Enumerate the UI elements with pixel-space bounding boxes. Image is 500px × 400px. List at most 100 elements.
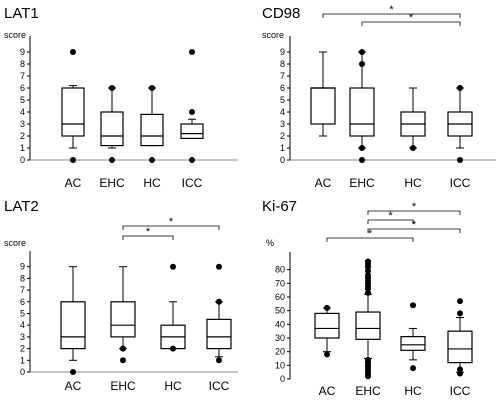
y-tick-label: 5 [280, 95, 285, 105]
y-tick-label: 2 [20, 131, 25, 141]
outlier-point [365, 272, 371, 279]
outlier-point [120, 357, 126, 364]
outlier-point [324, 351, 330, 358]
box-ehc [110, 301, 136, 338]
y-tick-label: 20 [275, 347, 285, 357]
outlier-point [216, 357, 222, 364]
significance-bracket [122, 235, 174, 240]
x-category-label: ICC [450, 384, 471, 398]
outlier-point [324, 304, 330, 311]
outlier-point [189, 157, 195, 163]
x-category-label: HC [404, 176, 422, 190]
y-axis-label: score [262, 30, 284, 40]
box-icc [447, 330, 473, 364]
y-tick-label: 0 [280, 374, 285, 384]
box-icc [180, 123, 204, 139]
y-tick-label: 9 [20, 262, 25, 272]
y-axis-label: score [4, 30, 26, 40]
box-ac [314, 312, 340, 339]
outlier-point [457, 310, 463, 317]
outlier-point [70, 369, 76, 375]
significance-bracket [361, 21, 461, 26]
outlier-point [359, 157, 365, 163]
significance-bracket [326, 237, 414, 242]
y-tick-label: 5 [20, 95, 25, 105]
significance-marker: * [389, 4, 394, 16]
outlier-point [170, 263, 176, 270]
significance-bracket [367, 210, 461, 215]
y-tick-label: 1 [20, 355, 25, 365]
y-tick-label: 50 [275, 306, 285, 316]
y-tick-label: 60 [275, 292, 285, 302]
y-tick-label: 6 [20, 83, 25, 93]
y-tick-label: 0 [280, 155, 285, 165]
outlier-point [216, 263, 222, 270]
box-ac [60, 301, 86, 350]
y-tick-label: 9 [20, 47, 25, 57]
outlier-point [70, 49, 76, 55]
x-category-label: AC [319, 384, 336, 398]
outlier-point [410, 365, 416, 372]
outlier-point [189, 109, 195, 115]
box-hc [140, 113, 164, 147]
significance-bracket [367, 219, 414, 224]
outlier-point [70, 157, 76, 163]
box-ac [61, 87, 85, 137]
y-tick-label: 7 [280, 71, 285, 81]
x-category-label: EHC [110, 379, 136, 393]
outlier-point [109, 85, 115, 91]
outlier-point [170, 345, 176, 352]
y-tick-label: 3 [280, 119, 285, 129]
y-tick-label: 6 [20, 297, 25, 307]
significance-marker: * [368, 228, 373, 240]
panel-title: Ki-67 [262, 198, 297, 215]
significance-marker: * [146, 226, 151, 238]
y-tick-label: 8 [20, 273, 25, 283]
x-category-label: HC [404, 384, 422, 398]
outlier-point [216, 298, 222, 305]
panel-ki67: Ki-67 % 0 10 20 30 40 50 60 70 80 AC EHC HC ICC * * * * [262, 198, 473, 398]
y-tick-label: 10 [275, 360, 285, 370]
x-category-label: HC [164, 379, 182, 393]
panel-lat1: LAT1 score 0 1 2 3 4 5 6 7 8 9 AC EHC HC ICC [4, 5, 238, 190]
significance-bracket [122, 225, 220, 230]
y-tick-label: 8 [280, 59, 285, 69]
y-tick-label: 6 [280, 83, 285, 93]
outlier-point [457, 366, 463, 373]
panel-title: LAT2 [4, 198, 39, 215]
box-icc [206, 318, 232, 350]
x-category-label: EHC [99, 176, 125, 190]
box-hc [400, 336, 426, 351]
y-tick-label: 4 [280, 107, 285, 117]
y-tick-label: 2 [20, 344, 25, 354]
x-category-label: ICC [450, 176, 471, 190]
y-tick-label: 8 [20, 59, 25, 69]
outlier-point [359, 61, 365, 67]
significance-bracket [367, 228, 461, 233]
y-tick-label: 4 [20, 320, 25, 330]
y-tick-label: 0 [20, 155, 25, 165]
y-tick-label: 1 [20, 143, 25, 153]
outlier-point [365, 258, 371, 265]
y-tick-label: 40 [275, 319, 285, 329]
y-tick-label: 4 [20, 107, 25, 117]
y-tick-label: 7 [20, 71, 25, 81]
outlier-point [365, 268, 371, 275]
significance-marker: * [388, 210, 393, 222]
outlier-point [359, 145, 365, 151]
outlier-point [365, 289, 371, 296]
y-tick-label: 3 [20, 332, 25, 342]
y-tick-label: 0 [20, 367, 25, 377]
y-tick-label: 3 [20, 119, 25, 129]
significance-marker: * [412, 201, 417, 213]
outlier-point [410, 302, 416, 309]
y-axis-label: % [266, 238, 274, 248]
x-category-label: HC [143, 176, 161, 190]
x-category-label: ICC [209, 379, 230, 393]
box-ehc [355, 311, 381, 340]
outlier-point [109, 157, 115, 163]
x-category-label: EHC [355, 384, 381, 398]
x-category-label: EHC [349, 176, 375, 190]
box-ehc [349, 87, 375, 137]
